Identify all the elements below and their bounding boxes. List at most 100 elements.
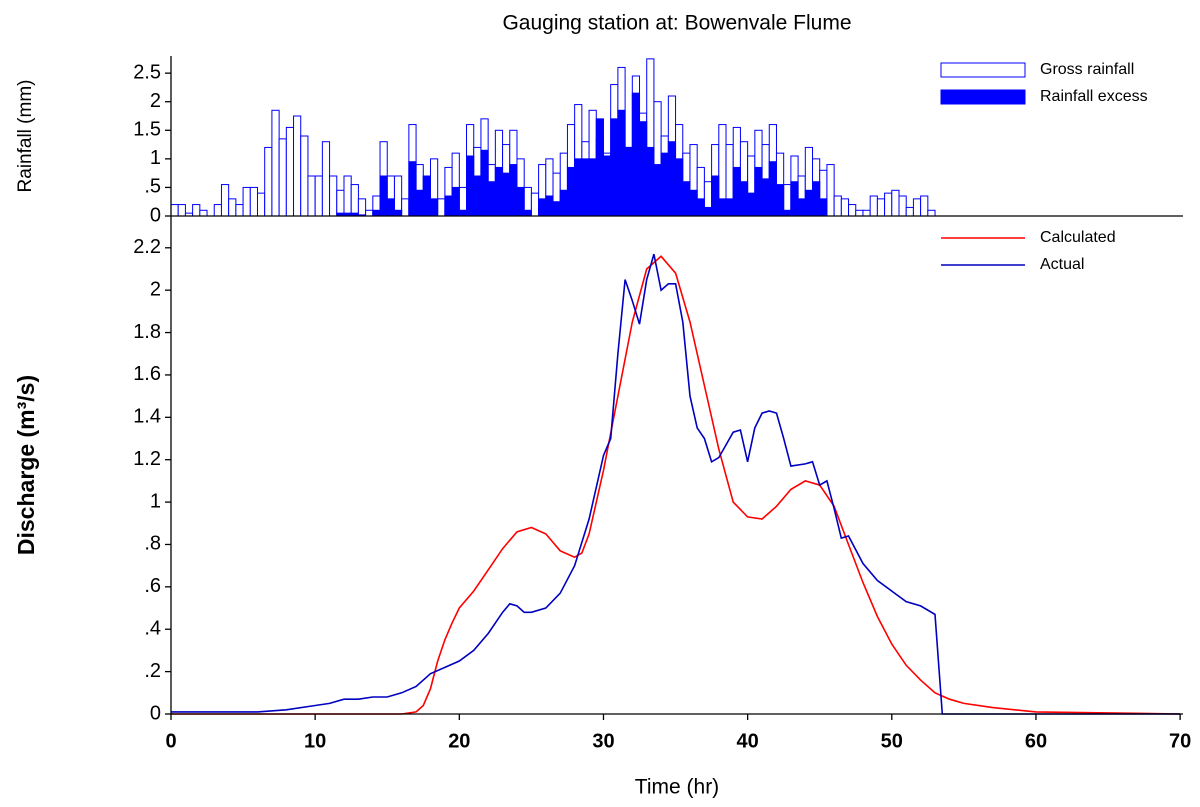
bar: [682, 181, 691, 217]
bar: [747, 192, 756, 217]
bar: [220, 184, 230, 217]
y-axis-label: Discharge (m³/s): [13, 375, 39, 555]
bar: [545, 195, 554, 217]
bar: [199, 209, 208, 217]
bar: [538, 198, 547, 217]
y-tick-label: .6: [144, 575, 161, 597]
bar: [502, 172, 511, 217]
bar: [264, 146, 273, 217]
bar: [336, 189, 345, 217]
bar: [768, 161, 777, 217]
x-tick-label: 50: [881, 730, 903, 752]
bar: [509, 164, 518, 217]
bar: [884, 192, 893, 217]
y-tick-label: 1.2: [133, 448, 161, 470]
bar: [617, 109, 626, 217]
y-tick-label: 2.2: [133, 236, 161, 258]
bar: [494, 166, 504, 217]
bar: [848, 204, 857, 217]
bar: [667, 141, 677, 217]
bar: [675, 158, 684, 217]
y-tick-label: 1: [150, 490, 161, 512]
chart-title: Gauging station at: Bowenvale Flume: [502, 12, 851, 35]
x-tick-label: 30: [592, 730, 614, 752]
bar: [343, 175, 352, 217]
bar: [228, 198, 237, 217]
bar: [285, 126, 295, 217]
bar: [812, 181, 821, 217]
bar: [300, 135, 309, 217]
bar: [869, 195, 878, 217]
legend-label: Actual: [1040, 256, 1084, 273]
bar: [466, 155, 475, 217]
bar: [293, 115, 302, 217]
bar: [523, 209, 532, 217]
bar: [574, 158, 583, 217]
bar: [646, 146, 655, 217]
bar: [365, 209, 374, 217]
x-tick-label: 70: [1169, 730, 1191, 752]
bar: [552, 201, 561, 217]
x-tick-label: 0: [165, 730, 176, 752]
bar: [235, 204, 244, 217]
y-tick-label: .4: [144, 618, 161, 640]
y-axis-label: Rainfall (mm): [15, 80, 36, 193]
y-tick-label: 2: [150, 90, 161, 112]
bar: [242, 186, 251, 217]
bar: [307, 175, 316, 217]
y-tick-label: 1.5: [133, 119, 161, 141]
bar: [192, 204, 201, 217]
bar: [862, 209, 871, 217]
y-tick-label: .8: [144, 533, 161, 555]
bar: [422, 175, 431, 217]
legend-label: Rainfall excess: [1040, 88, 1148, 105]
bar: [840, 198, 850, 217]
bar: [321, 141, 331, 217]
x-tick-label: 20: [448, 730, 470, 752]
bar: [350, 184, 359, 217]
bar: [912, 198, 922, 217]
bar: [804, 189, 814, 217]
bar: [379, 175, 388, 217]
bar: [602, 155, 612, 217]
bar: [833, 195, 842, 217]
bar: [754, 166, 763, 217]
bar: [797, 198, 806, 217]
bar: [653, 164, 662, 217]
bar: [581, 158, 590, 217]
bar: [393, 209, 403, 217]
bar: [826, 164, 835, 217]
bar: [170, 204, 179, 217]
bar: [415, 189, 424, 217]
y-tick-label: 1.8: [133, 321, 161, 343]
bar: [790, 181, 799, 217]
bar: [819, 198, 828, 217]
bar: [588, 158, 597, 217]
bar: [711, 175, 720, 217]
y-tick-label: 0: [150, 702, 161, 724]
bar: [639, 121, 648, 217]
bar: [480, 149, 489, 217]
y-tick-label: 1.4: [133, 406, 161, 428]
bar: [891, 189, 900, 217]
bar: [610, 118, 619, 217]
bar: [689, 189, 698, 217]
bar: [703, 206, 713, 217]
legend-label: Gross rainfall: [1040, 61, 1134, 78]
bar: [386, 198, 395, 217]
bar: [451, 186, 460, 217]
bar: [444, 195, 453, 217]
bar: [725, 198, 734, 217]
bar: [927, 209, 936, 217]
bar: [559, 189, 568, 217]
bar: [905, 206, 914, 217]
bar: [473, 175, 482, 217]
x-tick-label: 10: [304, 730, 326, 752]
bar: [876, 198, 886, 217]
y-tick-label: .2: [144, 660, 161, 682]
y-tick-label: 2: [150, 278, 161, 300]
bar: [783, 209, 792, 217]
bar: [516, 186, 525, 217]
bar: [249, 186, 258, 217]
